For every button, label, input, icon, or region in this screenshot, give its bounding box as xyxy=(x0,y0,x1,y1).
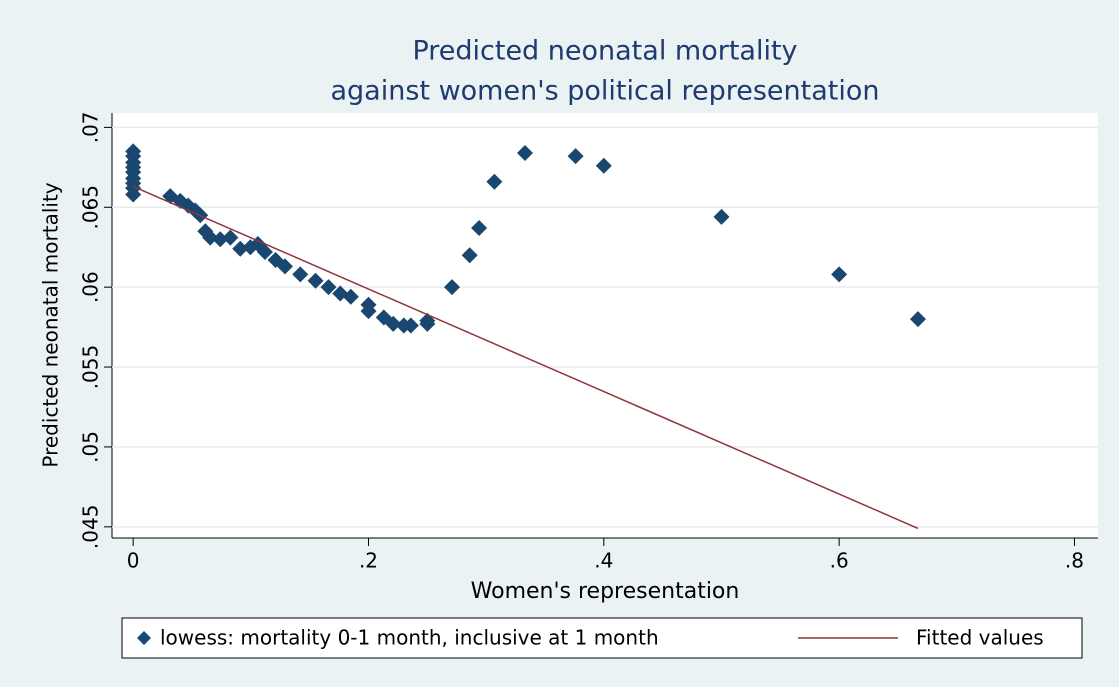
data-point xyxy=(256,244,273,261)
y-tick-label: .06 xyxy=(79,271,103,303)
x-tick-label: .8 xyxy=(1065,549,1084,573)
y-tick-label: .065 xyxy=(79,185,103,230)
x-tick-label: .6 xyxy=(830,549,849,573)
data-point xyxy=(516,144,533,161)
y-tick-label: .045 xyxy=(79,505,103,550)
data-point xyxy=(713,208,730,225)
data-point xyxy=(232,240,249,257)
data-point xyxy=(292,266,309,283)
data-point xyxy=(342,288,359,305)
fit-line xyxy=(132,185,919,530)
data-point xyxy=(444,279,461,296)
legend-label: lowess: mortality 0-1 month, inclusive a… xyxy=(160,626,659,650)
data-point xyxy=(595,157,612,174)
data-point xyxy=(202,229,219,246)
x-axis-title: Women's representation xyxy=(471,579,740,604)
x-tick-label: 0 xyxy=(127,549,140,573)
y-tick-label: .055 xyxy=(79,345,103,390)
y-axis-title: Predicted neonatal mortality xyxy=(39,182,63,467)
data-point xyxy=(461,247,478,264)
data-point xyxy=(222,229,239,246)
data-point xyxy=(567,148,584,165)
data-point xyxy=(276,258,293,275)
legend-label: Fitted values xyxy=(916,626,1044,650)
y-tick-label: .05 xyxy=(79,431,103,463)
chart-title: Predicted neonatal mortality xyxy=(412,36,797,67)
data-point xyxy=(419,315,436,332)
data-point xyxy=(909,311,926,328)
data-point xyxy=(360,303,377,320)
x-tick-label: .2 xyxy=(359,549,378,573)
legend-marker xyxy=(137,631,151,645)
data-point xyxy=(320,279,337,296)
data-point xyxy=(385,315,402,332)
chart-title: against women's political representation xyxy=(330,76,879,107)
data-point xyxy=(402,317,419,334)
legend xyxy=(121,617,1083,659)
data-point xyxy=(307,272,324,289)
data-point xyxy=(831,266,848,283)
data-point xyxy=(125,186,142,203)
data-point xyxy=(212,231,229,248)
y-tick-label: .07 xyxy=(79,111,103,143)
x-tick-label: .4 xyxy=(594,549,613,573)
data-point xyxy=(486,173,503,190)
data-point xyxy=(471,220,488,237)
plot-area xyxy=(112,113,1098,538)
